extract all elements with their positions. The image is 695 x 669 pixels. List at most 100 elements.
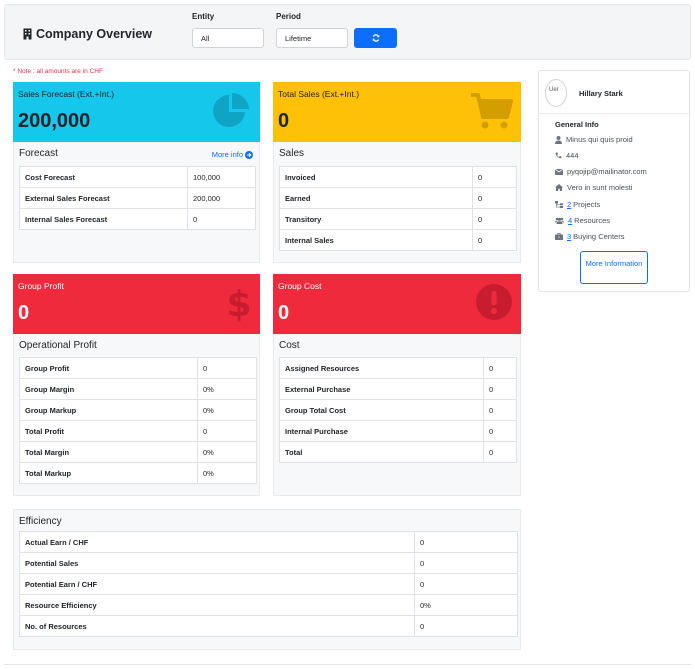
table-row: Group Profit 0	[19, 357, 257, 379]
more-info-label: More info	[211, 150, 243, 159]
row-value: 0	[483, 378, 517, 400]
row-value: 0	[472, 208, 517, 230]
total-sales-label: Total Sales (Ext.+Int.)	[278, 89, 360, 99]
table-row: Group Total Cost 0	[279, 399, 517, 421]
table-row: Total 0	[279, 441, 517, 463]
table-row: External Purchase 0	[279, 378, 517, 400]
row-label: Potential Sales	[19, 552, 415, 574]
building-icon	[23, 28, 32, 40]
arrow-circle-right-icon	[245, 150, 253, 159]
row-label: Potential Earn / CHF	[19, 573, 415, 595]
refresh-icon	[372, 34, 379, 42]
page-title-text: Company Overview	[36, 27, 153, 41]
table-row: Total Profit 0	[19, 420, 257, 442]
group-cost-label: Group Cost	[278, 281, 322, 291]
row-label: Internal Sales Forecast	[19, 208, 188, 230]
row-label: Total	[279, 441, 484, 463]
row-label: Total Markup	[19, 462, 198, 484]
general-info-heading: General Info	[555, 120, 599, 129]
table-row: Internal Purchase 0	[279, 420, 517, 442]
divider	[539, 113, 689, 114]
table-row: Potential Sales 0	[19, 552, 518, 574]
resources-count-link[interactable]: 4	[568, 216, 573, 225]
table-row: No. of Resources 0	[19, 615, 518, 637]
row-label: Internal Sales	[279, 229, 473, 251]
sales-title: Sales	[279, 148, 305, 159]
row-label: Internal Purchase	[279, 420, 484, 442]
row-label: Total Margin	[19, 441, 198, 463]
entity-select[interactable]: All	[192, 28, 264, 48]
divider	[4, 664, 691, 665]
group-profit-value: 0	[18, 302, 30, 324]
row-value: 0	[414, 552, 518, 574]
filter-bar: Company Overview Entity All Period Lifet…	[4, 4, 691, 60]
row-value: 0%	[197, 378, 257, 400]
row-value: 0	[414, 573, 518, 595]
row-label: Group Profit	[19, 357, 198, 379]
position-text: Minus qui quis proid	[566, 135, 633, 144]
row-value: 0	[472, 166, 517, 188]
group-profit-label: Group Profit	[18, 281, 64, 291]
operational-profit-title: Operational Profit	[19, 340, 97, 351]
table-row: Transitory 0	[279, 208, 517, 230]
more-information-button[interactable]: More Information	[580, 251, 648, 284]
cost-title: Cost	[279, 340, 300, 351]
pie-chart-icon	[213, 92, 249, 127]
resources-label: Resources	[574, 216, 611, 225]
group-cost-value: 0	[278, 302, 290, 324]
dollar-icon: $	[226, 284, 251, 323]
user-icon	[555, 135, 562, 144]
efficiency-title: Efficiency	[19, 516, 62, 527]
row-label: Earned	[279, 187, 473, 209]
period-select[interactable]: Lifetime	[276, 28, 348, 48]
row-value: 0%	[414, 594, 518, 616]
address-text: Vero in sunt molesti	[567, 183, 633, 192]
phone-text: 444	[566, 151, 579, 160]
table-row: Total Markup 0%	[19, 462, 257, 484]
phone-row: 444	[555, 151, 579, 160]
more-info-link[interactable]: More info	[212, 150, 253, 159]
group-profit-tile: Group Profit 0 $	[13, 274, 260, 334]
row-value: 0%	[197, 399, 257, 421]
sitemap-icon	[555, 201, 563, 208]
table-row: Cost Forecast 100,000	[19, 166, 256, 188]
row-value: 0%	[197, 441, 257, 463]
row-label: External Purchase	[279, 378, 484, 400]
buying-centers-count-link[interactable]: 3	[567, 232, 572, 241]
row-value: 0	[483, 357, 517, 379]
phone-icon	[555, 152, 562, 159]
refresh-button[interactable]	[354, 28, 397, 48]
row-label: Group Markup	[19, 399, 198, 421]
email-text: pyqojip@mailinator.com	[567, 167, 647, 176]
exclamation-circle-icon	[476, 284, 512, 320]
row-label: Transitory	[279, 208, 473, 230]
projects-label: Projects	[573, 200, 601, 209]
home-icon	[555, 184, 563, 191]
table-row: Group Markup 0%	[19, 399, 257, 421]
total-sales-value: 0	[278, 110, 290, 132]
buying-centers-label: Buying Centers	[573, 232, 625, 241]
row-label: No. of Resources	[19, 615, 415, 637]
table-row: Group Margin 0%	[19, 378, 257, 400]
row-label: Resource Efficiency	[19, 594, 415, 616]
avatar[interactable]: Uer	[545, 79, 567, 107]
row-value: 0	[483, 420, 517, 442]
total-sales-tile: Total Sales (Ext.+Int.) 0	[273, 82, 521, 142]
row-value: 0	[472, 187, 517, 209]
sales-table: Invoiced 0 Earned 0 Transitory 0 Internal S…	[279, 166, 517, 251]
forecast-table: Cost Forecast 100,000 External Sales Fore…	[19, 166, 256, 230]
row-value: 0	[483, 441, 517, 463]
table-row: Actual Earn / CHF 0	[19, 531, 518, 553]
table-row: Potential Earn / CHF 0	[19, 573, 518, 595]
row-value: 0	[187, 208, 256, 230]
row-value: 0	[197, 420, 257, 442]
shopping-cart-icon	[471, 93, 513, 129]
projects-count-link[interactable]: 2	[567, 200, 572, 209]
envelope-icon	[555, 168, 563, 175]
user-name: Hillary Stark	[579, 89, 623, 98]
row-value: 0	[483, 399, 517, 421]
table-row: Total Margin 0%	[19, 441, 257, 463]
forecast-panel: Forecast More info Cost Forecast 100,000 …	[13, 142, 260, 263]
group-cost-tile: Group Cost 0	[273, 274, 521, 334]
address-row: Vero in sunt molesti	[555, 183, 632, 192]
